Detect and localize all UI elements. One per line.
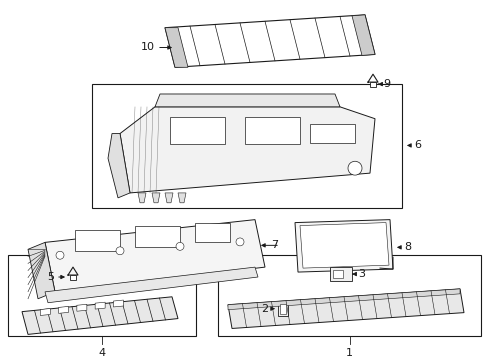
Bar	[244, 117, 299, 144]
Bar	[135, 226, 180, 247]
Bar	[332, 270, 342, 278]
Bar	[218, 255, 480, 336]
Polygon shape	[155, 94, 339, 107]
Bar	[92, 84, 401, 208]
Bar	[329, 267, 351, 281]
Polygon shape	[113, 300, 123, 307]
Bar	[369, 82, 375, 87]
Polygon shape	[77, 304, 87, 311]
Circle shape	[236, 238, 244, 246]
Bar	[280, 304, 285, 314]
Polygon shape	[164, 193, 173, 203]
Text: 8: 8	[403, 242, 410, 252]
Circle shape	[56, 251, 64, 259]
Bar	[8, 255, 196, 336]
Polygon shape	[351, 15, 374, 55]
Polygon shape	[294, 220, 392, 272]
Circle shape	[176, 242, 183, 250]
Text: 6: 6	[413, 140, 420, 150]
Polygon shape	[164, 28, 187, 67]
Polygon shape	[299, 222, 388, 268]
Polygon shape	[45, 220, 264, 292]
Polygon shape	[138, 193, 146, 203]
Bar	[170, 117, 224, 144]
Bar	[70, 275, 76, 280]
Polygon shape	[152, 193, 160, 203]
Bar	[195, 222, 229, 242]
Polygon shape	[22, 297, 178, 334]
Circle shape	[347, 161, 361, 175]
Bar	[75, 230, 120, 251]
Polygon shape	[227, 289, 463, 328]
Text: 4: 4	[98, 348, 105, 358]
Polygon shape	[40, 309, 50, 315]
Polygon shape	[45, 267, 258, 303]
Bar	[309, 124, 354, 143]
Polygon shape	[164, 15, 374, 67]
Polygon shape	[178, 193, 185, 203]
Text: 7: 7	[270, 240, 278, 250]
Text: 10: 10	[141, 42, 155, 53]
Polygon shape	[227, 289, 459, 310]
Text: 1: 1	[346, 348, 352, 358]
Text: 3: 3	[357, 269, 364, 279]
Bar	[278, 302, 287, 316]
Circle shape	[116, 247, 124, 255]
Text: 9: 9	[382, 79, 389, 89]
Polygon shape	[28, 242, 55, 299]
Text: 5: 5	[47, 272, 54, 282]
Polygon shape	[95, 302, 105, 309]
Polygon shape	[108, 134, 130, 198]
Polygon shape	[59, 306, 68, 313]
Polygon shape	[120, 107, 374, 193]
Text: 2: 2	[260, 304, 267, 314]
